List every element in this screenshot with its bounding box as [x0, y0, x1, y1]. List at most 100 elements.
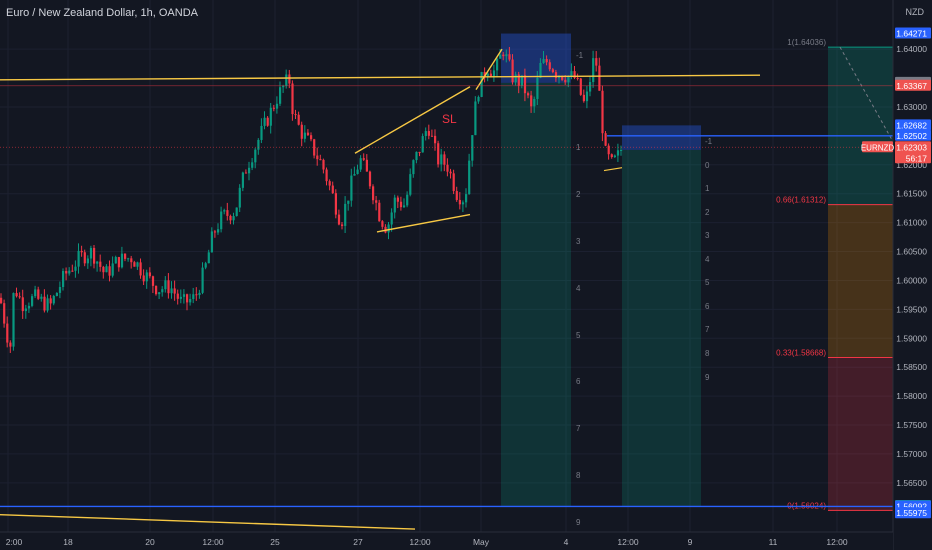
price-tick[interactable]: 1.59000: [896, 333, 927, 343]
candle-body: [158, 292, 161, 295]
candle-body: [238, 187, 241, 208]
symbol-title[interactable]: Euro / New Zealand Dollar, 1h, OANDA: [6, 7, 198, 19]
price-tick[interactable]: 1.63000: [896, 102, 927, 112]
trendline-resistance[interactable]: [0, 74, 761, 81]
time-tick[interactable]: 11: [769, 537, 778, 547]
candle-body: [576, 77, 579, 79]
price-badge[interactable]: [895, 79, 931, 91]
candle-body: [18, 296, 21, 298]
candle-body: [31, 296, 34, 306]
time-tick[interactable]: 9: [688, 537, 693, 547]
trendline-channel-upper[interactable]: [354, 86, 471, 154]
price-badge-label: 1.55975: [896, 508, 927, 518]
candle-body: [412, 160, 415, 175]
trendline-lower-long[interactable]: [0, 513, 416, 530]
time-tick[interactable]: 12:00: [202, 537, 224, 547]
candle-body: [260, 125, 263, 140]
drawings[interactable]: [0, 48, 893, 530]
candle-body: [567, 75, 570, 83]
time-tick[interactable]: 25: [270, 537, 280, 547]
candle-body: [341, 224, 344, 226]
time-tick[interactable]: 27: [353, 537, 363, 547]
time-tick[interactable]: 12:00: [409, 537, 431, 547]
candle-body: [310, 135, 313, 140]
price-badge[interactable]: [895, 27, 931, 39]
candle-body: [483, 71, 486, 78]
trendline-rising-leg[interactable]: [475, 48, 503, 91]
short-1-label: 6: [576, 377, 581, 386]
price-tick[interactable]: 1.62000: [896, 160, 927, 170]
time-axis[interactable]: 2:00 18 20 12:00 25 27 12:00 May 4 12:00 9 11 12:00: [0, 531, 893, 550]
price-badge-label: 1.63367: [896, 81, 927, 91]
price-tick[interactable]: 1.56500: [896, 478, 927, 488]
candle-body: [418, 151, 421, 153]
price-tick[interactable]: 1.58000: [896, 391, 927, 401]
time-tick[interactable]: 12:00: [826, 537, 848, 547]
price-axis[interactable]: 1.64000 1.63000 1.62000 1.61500 1.61000 1.605…: [861, 0, 932, 550]
candle-body: [9, 342, 12, 347]
price-badge-label: 1.62682: [896, 120, 927, 130]
price-tick[interactable]: 1.57000: [896, 449, 927, 459]
candle-body: [282, 85, 285, 88]
candle-body: [530, 95, 533, 107]
time-tick[interactable]: 18: [63, 537, 73, 547]
candle-body: [582, 94, 585, 102]
candle-body: [536, 77, 539, 99]
price-tick[interactable]: 1.58500: [896, 362, 927, 372]
candle-body: [179, 296, 182, 299]
candle-body: [322, 159, 325, 170]
candle-body: [455, 190, 458, 200]
symbol-tag[interactable]: [862, 141, 893, 153]
price-tick[interactable]: 1.61500: [896, 189, 927, 199]
short-2-label: 9: [705, 373, 710, 382]
candle-body: [344, 203, 347, 226]
candle-body: [396, 197, 399, 202]
candle-body: [105, 266, 108, 273]
fib-label: 0.66(1.61312): [776, 196, 826, 205]
price-tick[interactable]: 1.57500: [896, 420, 927, 430]
candle-body: [43, 296, 46, 311]
short-1-target-zone: [501, 82, 571, 506]
short-1-label: 5: [576, 331, 581, 340]
fib-retracement[interactable]: 1(1.64036)0.66(1.61312)0.33(1.58668)0(1.…: [776, 38, 894, 511]
candle-body: [527, 93, 530, 96]
price-tick[interactable]: 1.61000: [896, 218, 927, 228]
time-tick[interactable]: 20: [145, 537, 155, 547]
axis-currency[interactable]: NZD: [905, 7, 925, 17]
candle-body: [210, 231, 213, 253]
price-badge[interactable]: [895, 507, 931, 519]
candle-body: [461, 202, 465, 205]
time-tick[interactable]: 12:00: [617, 537, 639, 547]
trendline-channel-lower[interactable]: [376, 213, 471, 233]
time-tick[interactable]: 4: [564, 537, 569, 547]
short-2-stop-zone: [622, 125, 701, 150]
price-tick[interactable]: 1.64000: [896, 44, 927, 54]
candle-body: [548, 62, 551, 70]
candle-body: [347, 200, 350, 204]
time-tick[interactable]: 2:00: [6, 537, 23, 547]
time-tick[interactable]: May: [473, 537, 490, 547]
candle-body: [173, 288, 176, 294]
price-badge[interactable]: [895, 129, 931, 141]
price-badge[interactable]: [895, 119, 931, 131]
candle-body: [499, 54, 502, 59]
candle-body: [415, 151, 418, 161]
candle-body: [96, 261, 99, 264]
candle-body: [542, 58, 545, 63]
candle-body: [306, 132, 310, 136]
candle-body: [403, 205, 406, 208]
current-price-badge[interactable]: [895, 141, 931, 164]
price-tick[interactable]: 1.60500: [896, 247, 927, 257]
candle-body: [291, 83, 294, 115]
price-tick[interactable]: 1.60000: [896, 275, 927, 285]
candle-body: [616, 150, 620, 156]
candle-body: [241, 172, 244, 188]
candle-body: [551, 69, 554, 73]
price-tick[interactable]: 1.59500: [896, 304, 927, 314]
candle-body: [65, 271, 68, 274]
trendline-recent[interactable]: [603, 167, 623, 172]
countdown-label: 56:17: [906, 153, 928, 163]
candle-body: [502, 54, 505, 57]
candle-body: [468, 160, 471, 195]
